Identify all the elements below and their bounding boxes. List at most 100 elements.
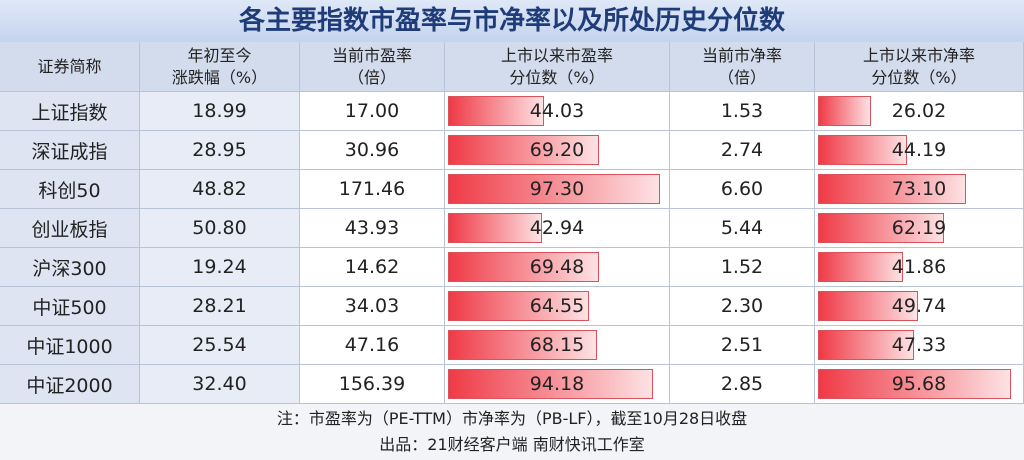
cell: 创业板指 [0, 209, 140, 248]
cell-text: 41.86 [891, 256, 947, 278]
cell-text: 44.03 [529, 100, 585, 122]
cell: 64.55 [445, 287, 670, 326]
cell-text: 中证1000 [26, 335, 113, 358]
data-bar [818, 369, 1012, 399]
data-bar [818, 135, 908, 165]
cell-text: 94.18 [529, 373, 585, 395]
cell: 2.30 [670, 287, 815, 326]
cell-text: 47.33 [891, 334, 947, 356]
cell: 深证成指 [0, 131, 140, 170]
cell-text: 69.20 [529, 139, 585, 161]
cell-text: 2.30 [720, 295, 764, 317]
data-bar [818, 291, 919, 321]
cell-text: 科创50 [38, 179, 101, 202]
cell-text: 73.10 [891, 178, 947, 200]
cell: 34.03 [300, 287, 445, 326]
cell-text: 25.54 [192, 334, 247, 356]
cell: 1.52 [670, 248, 815, 287]
cell: 42.94 [445, 209, 670, 248]
cell-text: 28.21 [192, 295, 247, 317]
cell-text: 5.44 [720, 217, 764, 239]
cell: 44.03 [445, 92, 670, 131]
cell: 上证指数 [0, 92, 140, 131]
cell-text: 48.82 [192, 178, 247, 200]
cell: 14.62 [300, 248, 445, 287]
cell-text: 17.00 [344, 100, 400, 122]
cell-text: 95.68 [891, 373, 947, 395]
cell-text: 50.80 [192, 217, 247, 239]
cell-text: 43.93 [344, 217, 400, 239]
cell-text: 47.16 [344, 334, 400, 356]
cell-text: 深证成指 [31, 140, 108, 163]
cell: 94.18 [445, 365, 670, 404]
cell-text: 沪深300 [32, 257, 107, 280]
cell-text: 1.53 [720, 100, 764, 122]
cell-text: 44.19 [891, 139, 947, 161]
cell: 26.02 [815, 92, 1024, 131]
cell: 6.60 [670, 170, 815, 209]
cell: 62.19 [815, 209, 1024, 248]
data-bar [448, 135, 599, 165]
header-cell: 上市以来市净率 分位数（%） [815, 42, 1024, 92]
cell-text: 14.62 [344, 256, 400, 278]
cell-text: 97.30 [529, 178, 585, 200]
data-bar [818, 213, 944, 243]
cell-text: 1.52 [720, 256, 764, 278]
data-bar [448, 174, 661, 204]
cell: 156.39 [300, 365, 445, 404]
data-bar [818, 330, 914, 360]
header-text: 分位数（%） [871, 67, 967, 87]
cell-text: 中证500 [32, 296, 107, 319]
cell-text: 6.60 [720, 178, 764, 200]
cell: 48.82 [140, 170, 300, 209]
cell: 17.00 [300, 92, 445, 131]
cell: 沪深300 [0, 248, 140, 287]
cell-text: 上证指数 [31, 101, 108, 124]
header-text: （倍） [347, 67, 396, 87]
header-text: 当前市盈率 [331, 45, 412, 65]
title: 各主要指数市盈率与市净率以及所处历史分位数 [0, 0, 1024, 42]
cell: 171.46 [300, 170, 445, 209]
cell-text: 18.99 [192, 100, 247, 122]
cell: 28.21 [140, 287, 300, 326]
header-text: 分位数（%） [509, 67, 605, 87]
cell-text: 28.95 [192, 139, 247, 161]
cell: 30.96 [300, 131, 445, 170]
cell: 68.15 [445, 326, 670, 365]
header-text: 当前市净率 [701, 45, 782, 65]
data-bar [448, 96, 544, 126]
cell: 科创50 [0, 170, 140, 209]
cell-text: 69.48 [529, 256, 585, 278]
header-text: 年初至今 [187, 45, 252, 65]
cell-text: 2.85 [720, 373, 764, 395]
cell: 49.74 [815, 287, 1024, 326]
cell: 中证2000 [0, 365, 140, 404]
cell-text: 62.19 [891, 217, 947, 239]
data-bar [448, 252, 600, 282]
note: 注：市盈率为（PE-TTM）市净率为（PB-LF），截至10月28日收盘 [276, 409, 748, 428]
cell: 50.80 [140, 209, 300, 248]
header-cell: 当前市盈率 （倍） [300, 42, 445, 92]
cell-text: 42.94 [529, 217, 585, 239]
data-bar [448, 291, 589, 321]
header-cell: 当前市净率 （倍） [670, 42, 815, 92]
cell-text: 2.74 [720, 139, 764, 161]
cell: 41.86 [815, 248, 1024, 287]
cell-text: 32.40 [192, 373, 247, 395]
cell: 47.16 [300, 326, 445, 365]
header-text: 上市以来市净率 [862, 45, 975, 65]
cell: 73.10 [815, 170, 1024, 209]
notes: 注：市盈率为（PE-TTM）市净率为（PB-LF），截至10月28日收盘 出品：2… [0, 404, 1024, 460]
cell: 2.74 [670, 131, 815, 170]
header-cell: 年初至今 涨跌幅（%） [140, 42, 300, 92]
cell-text: 创业板指 [31, 218, 108, 241]
cell: 43.93 [300, 209, 445, 248]
data-bar [818, 96, 871, 126]
cell: 中证500 [0, 287, 140, 326]
cell: 5.44 [670, 209, 815, 248]
cell: 1.53 [670, 92, 815, 131]
header-cell: 证券简称 [0, 42, 140, 92]
data-bar [818, 174, 966, 204]
cell-text: 30.96 [344, 139, 400, 161]
